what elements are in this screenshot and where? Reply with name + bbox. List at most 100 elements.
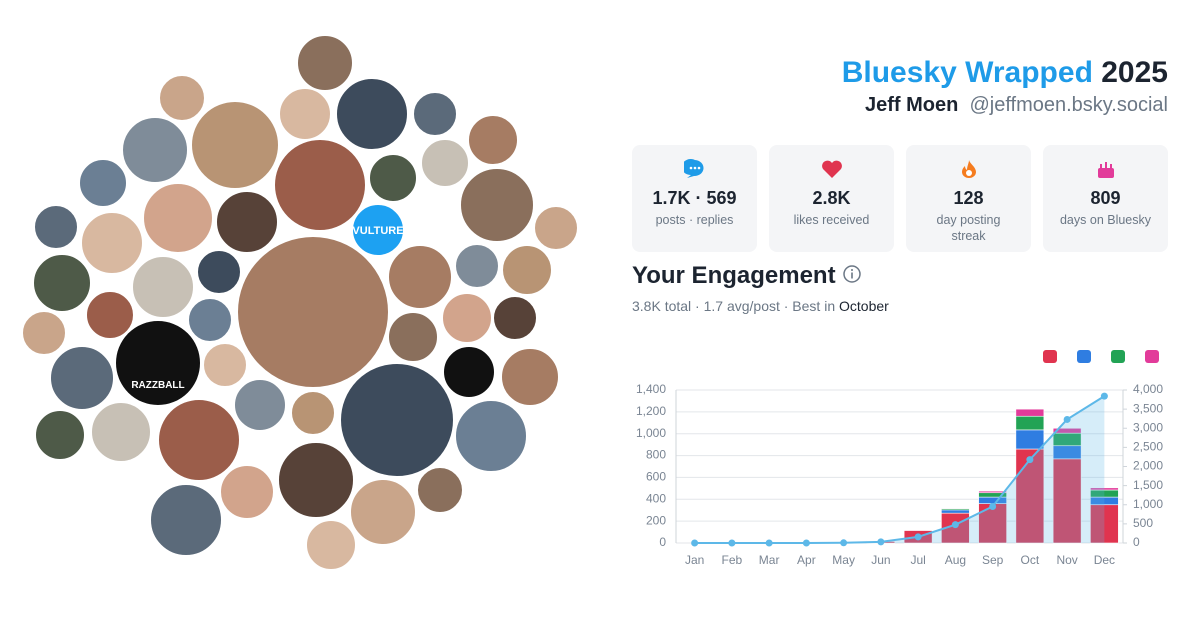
legend-icon <box>1077 350 1091 363</box>
avatar <box>305 519 357 571</box>
y-tick-label: 1,400 <box>636 382 666 396</box>
avatar <box>196 249 242 295</box>
avatar <box>236 235 390 389</box>
stat-value: 809 <box>1090 188 1121 208</box>
avatar <box>339 362 455 478</box>
x-tick-label: Jan <box>685 553 704 567</box>
x-tick-label: Dec <box>1094 553 1115 567</box>
summary: 3.8K total · 1.7 avg/post · Best in Octo… <box>632 298 889 314</box>
x-tick-label: Feb <box>722 553 743 567</box>
avatar <box>34 409 86 461</box>
avatar <box>273 138 367 232</box>
stat-card: 809 days on Bluesky <box>1043 145 1168 252</box>
avatar <box>533 205 579 251</box>
avatar <box>131 255 195 319</box>
y-tick-label: 1,200 <box>636 404 666 418</box>
stat-label: days on Bluesky <box>1059 213 1152 227</box>
y2-tick-label: 3,000 <box>1133 420 1163 434</box>
y2-tick-label: 500 <box>1133 516 1153 530</box>
bar-segment <box>1015 408 1045 417</box>
user-name: Jeff Moen <box>864 94 959 116</box>
y-tick-label: 0 <box>659 535 666 549</box>
avatar <box>190 100 280 190</box>
avatar <box>416 466 464 514</box>
avatar <box>149 483 223 557</box>
avatar <box>278 87 332 141</box>
avatar <box>78 158 128 208</box>
section-title: Your Engagement <box>632 262 862 290</box>
x-tick-label: Aug <box>945 553 966 567</box>
icon <box>681 159 704 178</box>
line-point <box>728 539 736 547</box>
avatar <box>114 319 202 407</box>
avatar <box>442 345 496 399</box>
bar-segment <box>978 490 1007 494</box>
avatar <box>290 390 336 436</box>
y2-tick-label: 1,000 <box>1133 497 1163 511</box>
avatar <box>32 253 92 313</box>
line-point <box>765 539 773 547</box>
y-tick-label: 400 <box>646 491 666 505</box>
avatar <box>454 243 500 289</box>
avatar <box>187 297 233 343</box>
avatar-label: RAZZBALL <box>131 380 184 391</box>
avatar <box>335 77 409 151</box>
avatar <box>215 190 279 254</box>
summary-text: 3.8K total · 1.7 avg/post · Best in <box>632 298 836 314</box>
avatar <box>492 295 538 341</box>
avatar <box>21 310 67 356</box>
line-point <box>802 539 810 547</box>
bar-segment <box>941 509 970 514</box>
title: Bluesky Wrapped 2025 <box>842 56 1168 90</box>
avatar <box>387 311 439 363</box>
avatar <box>500 347 560 407</box>
avatar <box>90 401 152 463</box>
user: Jeff Moen @jeffmoen.bsky.social <box>865 94 1168 117</box>
avatar <box>349 478 417 546</box>
y-tick-label: 200 <box>646 513 666 527</box>
line-area <box>694 396 1105 543</box>
bar-segment <box>1090 487 1119 491</box>
x-tick-label: Jul <box>910 553 925 567</box>
stat-label: day posting streak <box>936 213 1001 243</box>
y2-tick-label: 2,500 <box>1133 440 1163 454</box>
x-tick-label: Sep <box>982 553 1004 567</box>
x-tick-label: Oct <box>1021 553 1040 567</box>
avatar <box>420 138 470 188</box>
bar-segment <box>1015 448 1045 544</box>
avatar <box>142 182 214 254</box>
x-tick-label: Mar <box>759 553 780 567</box>
x-tick-label: May <box>832 553 855 567</box>
y-tick-label: 800 <box>646 448 666 462</box>
y2-tick-label: 0 <box>1133 535 1140 549</box>
avatar <box>157 398 241 482</box>
stat-value: 128 <box>953 188 984 208</box>
line-point <box>914 533 922 541</box>
stat-value: 2.8K <box>812 188 851 208</box>
stat-card: 1.7K · 569 posts · replies <box>632 145 757 252</box>
y2-tick-label: 3,500 <box>1133 401 1163 415</box>
y-tick-label: 1,000 <box>636 426 666 440</box>
bar-segment <box>941 507 970 509</box>
line-point <box>691 539 699 547</box>
legend-icon <box>1145 350 1159 363</box>
best-month: October <box>839 298 889 314</box>
bar-segment <box>1052 458 1082 544</box>
bar-segment <box>1090 504 1119 544</box>
stat-value: 1.7K · 569 <box>652 188 737 208</box>
avatar <box>387 244 453 310</box>
avatar <box>219 464 275 520</box>
bar-segment <box>1015 415 1045 431</box>
avatar-label: VULTURE <box>352 225 403 237</box>
avatar <box>501 244 553 296</box>
year: 2025 <box>1101 56 1168 89</box>
avatar <box>85 290 135 340</box>
icon <box>1097 162 1114 178</box>
avatar-collage: VULTURE RAZZBALL <box>21 34 579 571</box>
info-icon[interactable] <box>842 264 862 284</box>
avatar <box>412 91 458 137</box>
avatar <box>233 378 287 432</box>
line-point <box>1063 415 1071 423</box>
